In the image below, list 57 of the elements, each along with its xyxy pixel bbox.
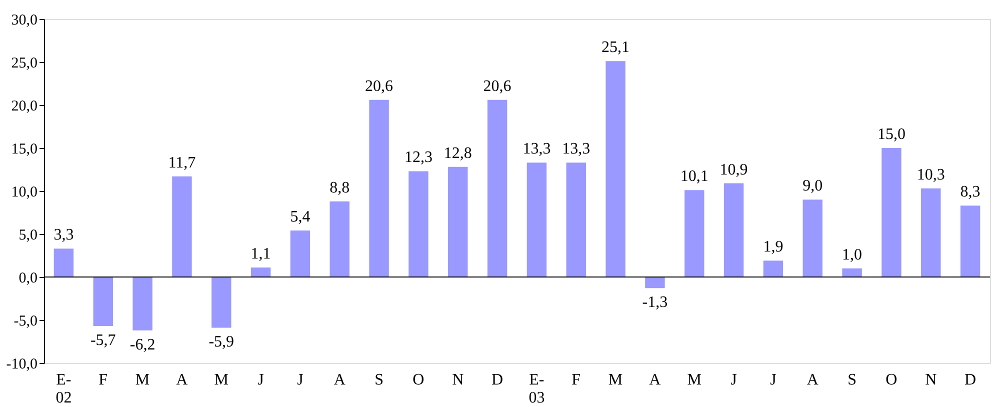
data-label: 1,0 bbox=[842, 246, 862, 264]
data-label: -6,2 bbox=[130, 336, 156, 354]
x-tick-label: M bbox=[135, 372, 150, 388]
x-tick-label: S bbox=[374, 372, 384, 388]
data-label: 13,3 bbox=[562, 140, 590, 158]
x-tick-label: M bbox=[687, 372, 702, 388]
x-tick-label: O bbox=[886, 372, 898, 388]
x-tick-label: J bbox=[258, 372, 264, 388]
x-tick-label: J bbox=[730, 372, 737, 388]
x-tick-label: F bbox=[572, 372, 581, 388]
y-tick-label: -5,0 bbox=[14, 314, 38, 330]
data-label: 5,4 bbox=[290, 208, 310, 226]
data-label: 12,8 bbox=[444, 144, 472, 162]
data-label: -1,3 bbox=[642, 294, 668, 312]
y-tick-label: 30,0 bbox=[11, 12, 38, 28]
x-tick-label: A bbox=[649, 372, 662, 388]
y-tick-label: 15,0 bbox=[11, 142, 38, 158]
data-label: 10,3 bbox=[916, 166, 945, 184]
y-tick-label: 25,0 bbox=[11, 56, 38, 72]
data-label: 13,3 bbox=[522, 140, 551, 158]
data-label: 1,9 bbox=[763, 238, 784, 256]
data-label: 25,1 bbox=[602, 39, 630, 56]
data-label: 1,1 bbox=[250, 246, 271, 263]
x-tick-label: E-03 bbox=[528, 372, 545, 406]
data-label: 12,3 bbox=[404, 149, 432, 166]
x-tick-label: D bbox=[492, 372, 504, 388]
x-tick-label: E-02 bbox=[56, 372, 72, 406]
x-tick-label: A bbox=[176, 372, 188, 388]
data-label: -5,7 bbox=[90, 332, 116, 350]
x-tick-label: M bbox=[608, 372, 623, 388]
y-tick-label: 0,0 bbox=[18, 270, 38, 286]
x-tick-label: S bbox=[848, 372, 856, 388]
y-tick-label: 20,0 bbox=[11, 98, 38, 114]
y-tick-label: 10,0 bbox=[11, 184, 38, 200]
x-tick-label: N bbox=[452, 372, 464, 388]
x-tick-label: N bbox=[925, 372, 938, 388]
x-tick-label: J bbox=[297, 372, 304, 388]
data-label: 10,1 bbox=[680, 168, 708, 186]
x-tick-label: A bbox=[334, 372, 346, 388]
x-tick-label: O bbox=[412, 372, 424, 388]
data-label: 15,0 bbox=[877, 126, 906, 143]
data-label: 8,8 bbox=[330, 179, 350, 196]
data-label: 9,0 bbox=[802, 178, 823, 195]
y-tick-label: 5,0 bbox=[18, 228, 38, 244]
x-tick-label: D bbox=[964, 372, 976, 388]
data-label: -5,9 bbox=[208, 334, 234, 351]
data-label: 10,9 bbox=[720, 161, 748, 178]
data-label: 20,6 bbox=[483, 78, 512, 95]
y-tick-label: -10,0 bbox=[6, 356, 38, 372]
data-label: 3,3 bbox=[54, 226, 74, 244]
x-tick-label: A bbox=[806, 372, 819, 388]
data-label: 11,7 bbox=[168, 154, 196, 172]
x-tick-label: M bbox=[214, 372, 228, 388]
x-tick-label: J bbox=[770, 372, 776, 388]
x-tick-label: F bbox=[98, 372, 108, 388]
data-label: 20,6 bbox=[365, 78, 394, 95]
data-label: 8,3 bbox=[960, 184, 980, 201]
